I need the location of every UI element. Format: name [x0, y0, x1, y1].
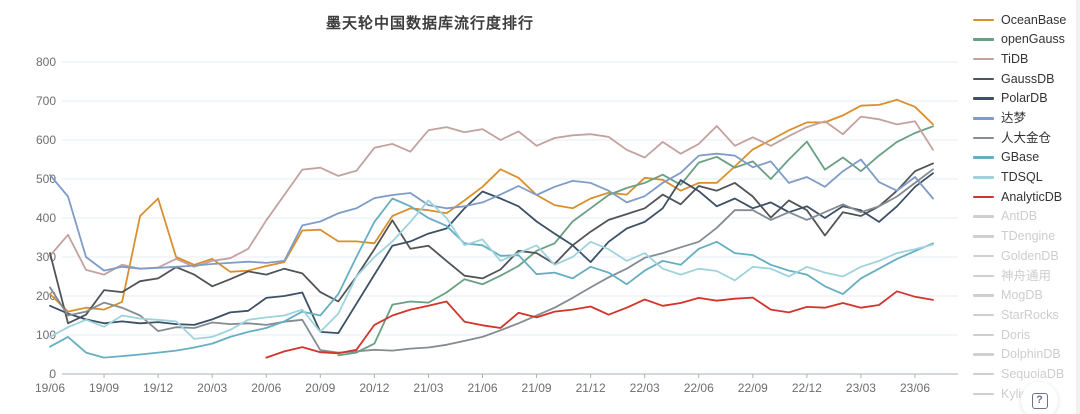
help-button[interactable]: ?: [1021, 382, 1058, 414]
legend-item-GoldenDB[interactable]: GoldenDB: [973, 246, 1077, 266]
legend-item-AntDB[interactable]: AntDB: [973, 207, 1077, 227]
legend-item-TDSQL[interactable]: TDSQL: [973, 168, 1077, 188]
legend-swatch: [973, 77, 994, 81]
x-axis-tick-label: 22/12: [792, 381, 822, 395]
legend-swatch: [973, 38, 994, 41]
legend-label: DolphinDB: [1001, 347, 1061, 362]
legend-label: TDSQL: [1001, 170, 1043, 185]
legend-item-SequoiaDB[interactable]: SequoiaDB: [973, 364, 1077, 384]
legend-item-达梦[interactable]: 达梦: [973, 108, 1077, 128]
x-axis-tick-label: 22/06: [684, 381, 714, 395]
series-line-达梦: [49, 152, 934, 272]
legend-swatch: [973, 235, 994, 238]
legend-swatch: [973, 176, 994, 179]
x-axis-tick-label: 21/06: [467, 381, 497, 395]
x-axis-tick-label: 21/12: [576, 381, 606, 395]
legend-swatch: [973, 254, 994, 258]
legend-item-AnalyticDB[interactable]: AnalyticDB: [973, 187, 1077, 207]
legend-swatch: [973, 156, 994, 159]
legend-swatch: [973, 117, 994, 120]
legend-item-神舟通用[interactable]: 神舟通用: [973, 266, 1077, 286]
legend-item-OceanBase[interactable]: OceanBase: [973, 10, 1077, 30]
y-axis-tick-label: 400: [36, 211, 56, 225]
x-axis-tick-label: 23/06: [900, 381, 930, 395]
y-axis-tick-label: 700: [36, 94, 56, 108]
legend-item-DolphinDB[interactable]: DolphinDB: [973, 345, 1077, 365]
x-axis-tick-label: 20/09: [305, 381, 335, 395]
y-axis-tick-label: 800: [36, 55, 56, 69]
legend-item-PolarDB[interactable]: PolarDB: [973, 89, 1077, 109]
legend-item-Doris[interactable]: Doris: [973, 325, 1077, 345]
legend-swatch: [973, 333, 994, 337]
legend-label: SequoiaDB: [1001, 366, 1065, 381]
legend-swatch: [973, 215, 994, 218]
legend-label: MogDB: [1001, 288, 1043, 303]
legend-item-GaussDB[interactable]: GaussDB: [973, 69, 1077, 89]
question-mark-icon: ?: [1031, 392, 1048, 409]
legend-label: Doris: [1001, 327, 1031, 342]
legend-item-openGauss[interactable]: openGauss: [973, 30, 1077, 50]
x-axis-tick-label: 22/03: [630, 381, 660, 395]
x-axis-tick-label: 20/06: [251, 381, 281, 395]
legend-item-TDengine[interactable]: TDengine: [973, 227, 1077, 247]
legend-swatch: [973, 372, 994, 376]
y-axis-tick-label: 600: [36, 133, 56, 147]
series-line-TDSQL: [49, 199, 934, 340]
x-axis-tick-label: 21/09: [522, 381, 552, 395]
y-axis-tick-label: 0: [49, 367, 56, 381]
legend-item-GBase[interactable]: GBase: [973, 148, 1077, 168]
legend-swatch: [973, 57, 994, 61]
page-edge-strip: [1076, 0, 1080, 414]
series-line-人大金仓: [49, 168, 934, 354]
series-line-GaussDB: [49, 162, 934, 325]
series-line-openGauss: [337, 125, 934, 357]
legend-label: GoldenDB: [1001, 248, 1059, 263]
legend-swatch: [973, 294, 994, 297]
legend-label: StarRocks: [1001, 307, 1059, 322]
legend-swatch: [973, 18, 994, 22]
legend-swatch: [973, 136, 994, 140]
x-axis-tick-label: 20/03: [197, 381, 227, 395]
x-axis-tick-label: 23/03: [846, 381, 876, 395]
legend-item-MogDB[interactable]: MogDB: [973, 286, 1077, 306]
legend-label: TDengine: [1001, 229, 1056, 244]
legend-label: openGauss: [1001, 32, 1065, 47]
legend-label: 神舟通用: [1001, 268, 1052, 283]
legend-label: 人大金仓: [1001, 130, 1052, 145]
legend-swatch: [973, 392, 994, 396]
x-axis-tick-label: 21/03: [413, 381, 443, 395]
legend-label: OceanBase: [1001, 12, 1067, 27]
legend: OceanBase openGauss TiDB GaussDB PolarDB 达梦人大…: [973, 10, 1077, 404]
x-axis-tick-label: 19/06: [35, 381, 65, 395]
series-line-AnalyticDB: [265, 290, 934, 359]
legend-label: GBase: [1001, 150, 1040, 165]
series-line-OceanBase: [49, 98, 934, 313]
legend-item-TiDB[interactable]: TiDB: [973, 49, 1077, 69]
chart-title: 墨天轮中国数据库流行度排行: [325, 15, 534, 32]
legend-label: AntDB: [1001, 209, 1038, 224]
x-axis-tick-label: 20/12: [359, 381, 389, 395]
x-axis-tick-label: 22/09: [738, 381, 768, 395]
x-axis-tick-label: 19/09: [89, 381, 119, 395]
legend-swatch: [973, 353, 994, 356]
legend-swatch: [973, 274, 994, 278]
y-axis-tick-label: 100: [36, 328, 56, 342]
x-axis-tick-label: 19/12: [143, 381, 173, 395]
legend-label: TiDB: [1001, 51, 1029, 66]
legend-swatch: [973, 195, 994, 199]
legend-swatch: [973, 97, 994, 100]
legend-label: PolarDB: [1001, 91, 1048, 106]
legend-item-StarRocks[interactable]: StarRocks: [973, 305, 1077, 325]
y-axis-tick-label: 200: [36, 289, 56, 303]
legend-label: GaussDB: [1001, 71, 1055, 86]
legend-label: AnalyticDB: [1001, 189, 1063, 204]
legend-label: 达梦: [1001, 111, 1027, 126]
legend-swatch: [973, 313, 994, 317]
legend-item-人大金仓[interactable]: 人大金仓: [973, 128, 1077, 148]
series-line-PolarDB: [49, 172, 934, 334]
